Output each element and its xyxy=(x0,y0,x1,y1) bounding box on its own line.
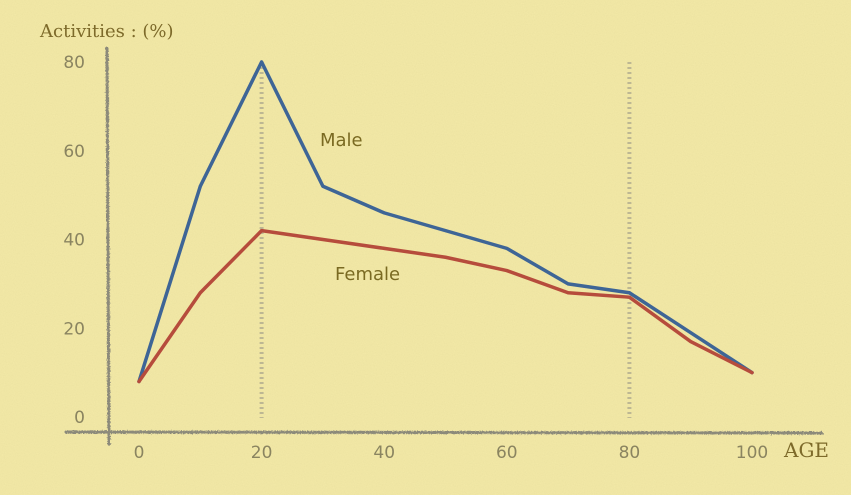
y-tick-label: 80 xyxy=(63,53,85,73)
axes xyxy=(64,46,824,446)
data-point-male xyxy=(627,291,631,295)
data-point-female xyxy=(566,291,570,295)
data-point-female xyxy=(505,269,509,273)
x-tick-labels: 0 20 40 60 80 100 xyxy=(134,443,769,463)
data-point-male xyxy=(260,60,264,64)
data-point-male xyxy=(566,282,570,286)
y-tick-label: 60 xyxy=(63,142,85,162)
x-axis-line xyxy=(64,430,824,435)
x-axis-title: AGE xyxy=(783,438,829,462)
y-tick-labels: 0 20 40 60 80 xyxy=(63,53,85,428)
data-point-female xyxy=(137,380,141,383)
x-tick-label: 20 xyxy=(251,443,273,463)
y-tick-label: 40 xyxy=(63,231,85,251)
data-point-male xyxy=(505,246,509,250)
y-tick-label: 20 xyxy=(63,319,85,339)
x-tick-label: 80 xyxy=(619,443,641,463)
data-point-male xyxy=(198,184,202,188)
data-point-female xyxy=(260,229,264,233)
data-point-female xyxy=(689,340,693,344)
x-tick-label: 100 xyxy=(736,443,768,463)
x-tick-label: 60 xyxy=(496,443,518,463)
data-point-male xyxy=(321,184,325,188)
data-point-female xyxy=(750,371,754,375)
data-point-female xyxy=(198,291,202,295)
y-axis-line xyxy=(105,46,111,446)
y-tick-label: 0 xyxy=(74,408,85,428)
series-label-female: Female xyxy=(335,264,400,285)
x-tick-label: 0 xyxy=(134,443,145,463)
x-tick-label: 40 xyxy=(373,443,395,463)
reference-lines xyxy=(259,62,632,418)
series-label-male: Male xyxy=(320,130,363,151)
data-point-female xyxy=(382,246,386,250)
data-point-male xyxy=(382,211,386,215)
data-point-female xyxy=(321,238,325,241)
data-point-female xyxy=(444,255,447,259)
data-point-female xyxy=(627,295,631,299)
data-point-male xyxy=(444,229,447,233)
data-point-male xyxy=(689,331,693,335)
y-axis-title: Activities : (%) xyxy=(39,21,174,42)
series-lines xyxy=(137,60,754,384)
